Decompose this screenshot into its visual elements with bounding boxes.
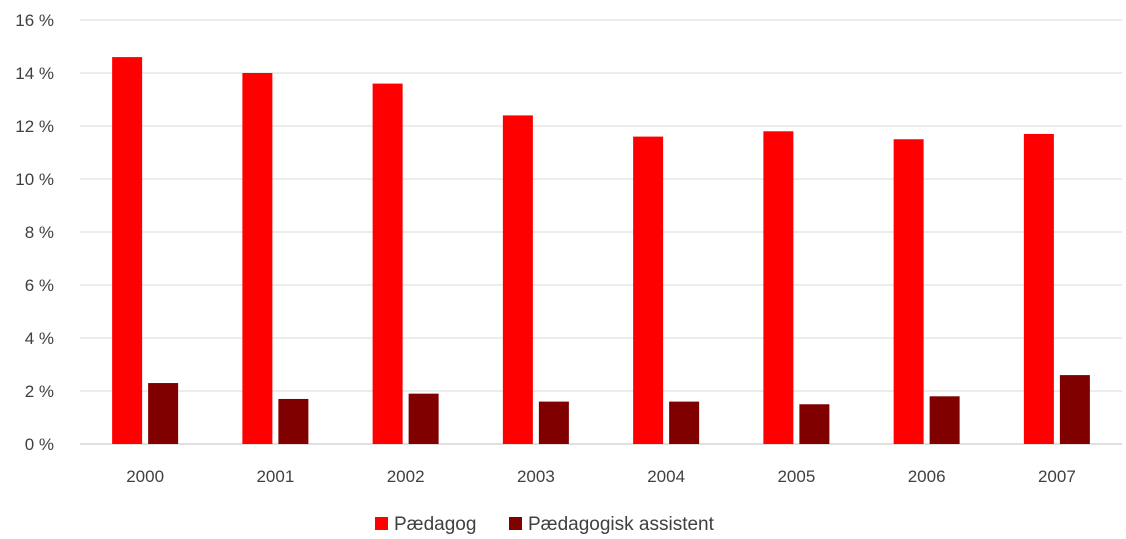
x-tick-label: 2000 [126,467,164,486]
y-tick-label: 8 % [25,223,54,242]
bar-paedagog-2007 [1023,133,1054,444]
bars [112,57,1090,445]
y-tick-label: 16 % [15,11,54,30]
y-tick-label: 10 % [15,170,54,189]
bar-paedagogisk-assistent-2001 [278,398,309,444]
legend-label: Pædagog [394,514,476,535]
bar-paedagog-2000 [112,57,143,444]
bar-paedagogisk-assistent-2006 [929,396,960,444]
gridlines [80,19,1122,445]
legend-swatch [509,517,522,530]
bar-paedagog-2006 [893,139,924,444]
bar-paedagogisk-assistent-2003 [538,401,569,444]
bar-paedagogisk-assistent-2002 [408,393,439,444]
x-tick-label: 2007 [1038,467,1076,486]
bar-paedagog-2005 [763,131,794,445]
x-tick-label: 2003 [517,467,555,486]
legend: Pædagog Pædagogisk assistent [375,514,715,535]
x-tick-label: 2001 [256,467,294,486]
x-tick-label: 2004 [647,467,685,486]
x-tick-label: 2006 [908,467,946,486]
y-tick-label: 0 % [25,435,54,454]
bar-paedagogisk-assistent-2005 [799,404,830,444]
x-tick-label: 2002 [387,467,425,486]
bar-paedagog-2001 [242,73,273,444]
legend-swatch [375,517,388,530]
bar-paedagogisk-assistent-2000 [148,383,179,444]
bar-paedagog-2003 [502,115,533,445]
bar-paedagog-2002 [372,83,403,444]
x-axis: 2000 2001 2002 2003 2004 2005 2006 2007 [126,467,1076,486]
y-tick-label: 14 % [15,64,54,83]
y-tick-label: 6 % [25,276,54,295]
y-tick-label: 12 % [15,117,54,136]
bar-paedagog-2004 [633,136,664,444]
x-tick-label: 2005 [777,467,815,486]
bar-paedagogisk-assistent-2007 [1059,375,1090,444]
y-tick-label: 4 % [25,329,54,348]
y-tick-label: 2 % [25,382,54,401]
bar-paedagogisk-assistent-2004 [669,401,700,444]
y-axis: 0 % 2 % 4 % 6 % 8 % 10 % 12 % 14 % 16 % [15,11,54,454]
legend-label: Pædagogisk assistent [528,514,715,535]
